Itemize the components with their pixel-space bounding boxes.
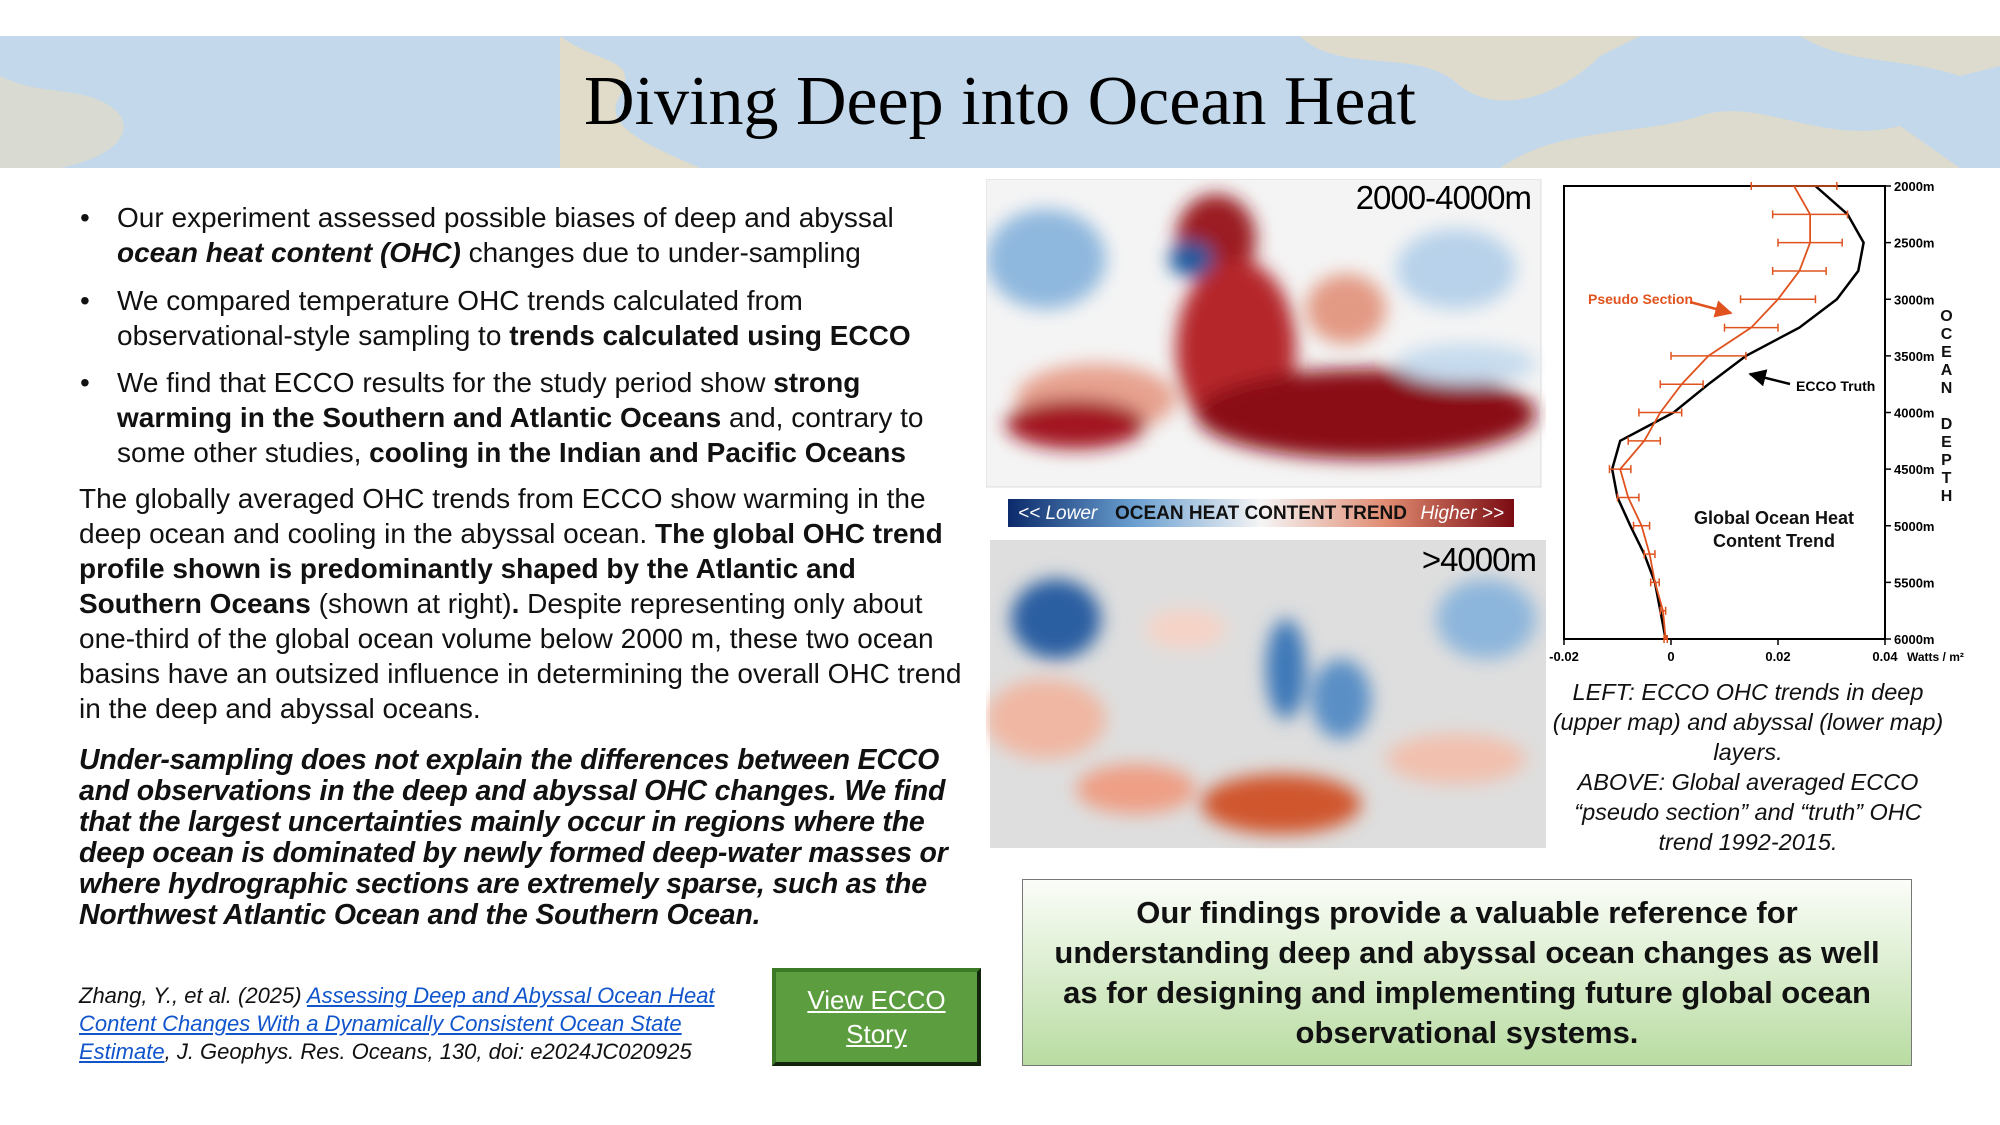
- text-run: strong warming in the Southern and Atlan…: [117, 367, 861, 433]
- error-bar: [1663, 635, 1669, 643]
- maps: 2000-4000m << Lower OCEAN HEAT CONTENT T…: [986, 179, 1546, 848]
- y-tick-label: 2500m: [1894, 236, 1934, 251]
- text-run: The globally averaged OHC trends from EC…: [79, 483, 926, 549]
- error-bar: [1771, 210, 1849, 219]
- error-bar: [1659, 380, 1704, 389]
- text-run: Under-sampling does not explain the diff…: [79, 744, 948, 931]
- upper-map-field: [986, 194, 1536, 459]
- chart: 2000m 2500m 3000m 3500m 4000m 4500m 5000m 5500m…: [1549, 179, 1964, 664]
- y-tick-label: 4000m: [1894, 406, 1934, 421]
- series-label: ECCO Truth: [1796, 378, 1875, 394]
- colorbar-low: << Lower: [1018, 503, 1098, 524]
- annotation-arrow: [1748, 369, 1791, 387]
- lower-map-field: [986, 579, 1536, 834]
- error-bar: [1670, 351, 1747, 360]
- error-bar: [1632, 521, 1651, 530]
- banner: [0, 36, 2000, 168]
- findings-box: Our findings provide a valuable referenc…: [1022, 879, 1912, 1066]
- error-bar: [1608, 465, 1632, 474]
- view-story-button[interactable]: View ECCO Story: [772, 968, 981, 1066]
- error-bar: [1643, 550, 1656, 559]
- bullet: We find that ECCO results for the study …: [80, 365, 980, 470]
- error-bar: [1723, 323, 1779, 332]
- colorbar-high: Higher >>: [1421, 503, 1504, 524]
- x-tick-label: 0.04: [1872, 649, 1898, 664]
- citation: Zhang, Y., et al. (2025) Assessing Deep …: [79, 982, 769, 1066]
- chart-title: Global Ocean Heat Content Trend: [1693, 508, 1855, 551]
- text-run: changes due to under-sampling: [460, 237, 861, 268]
- colorbar: [1008, 499, 1514, 527]
- y-axis-title: OCEAN DEPTH: [1938, 308, 1955, 506]
- x-tick-label: 0: [1667, 649, 1674, 664]
- error-bar: [1616, 493, 1640, 502]
- text-run: ocean heat content (OHC): [117, 237, 461, 268]
- x-tick-label: -0.02: [1549, 649, 1579, 664]
- error-bar: [1777, 238, 1843, 247]
- banner-map: [0, 36, 2000, 168]
- text-run: trends calculated using ECCO: [509, 320, 911, 351]
- text-run: , J. Geophys. Res. Oceans, 130, doi: e20…: [164, 1039, 692, 1064]
- text-run: .: [511, 588, 520, 619]
- error-bar: [1638, 408, 1683, 417]
- x-tick-label: 0.02: [1765, 649, 1790, 664]
- upper-map-label: 2000-4000m: [1356, 179, 1531, 216]
- annotation-arrow: [1689, 300, 1733, 318]
- text-run: and, contrary to some other studies,: [117, 402, 924, 468]
- link[interactable]: Assessing Deep and Abyssal Ocean Heat Co…: [79, 983, 715, 1064]
- text-run: We find that ECCO results for the study …: [117, 367, 774, 398]
- y-tick-label: 2000m: [1894, 179, 1934, 194]
- x-axis-title: Watts / m²: [1907, 650, 1964, 664]
- text-run: We compared temperature OHC trends calcu…: [117, 285, 803, 351]
- series-label: Pseudo Section: [1588, 291, 1693, 307]
- text-run: (shown at right): [310, 588, 512, 619]
- text-run: Our experiment assessed possible biases …: [117, 202, 894, 233]
- caption: LEFT: ECCO OHC trends in deep (upper map…: [1552, 677, 1944, 857]
- y-tick-label: 4500m: [1894, 462, 1934, 477]
- y-tick-label: 3000m: [1894, 292, 1934, 307]
- error-bar: [1649, 578, 1660, 587]
- error-bar: [1659, 606, 1667, 615]
- error-bar: [1771, 266, 1827, 275]
- y-tick-label: 3500m: [1894, 349, 1934, 364]
- title: Diving Deep into Ocean Heat: [584, 63, 1416, 140]
- error-bar: [1627, 436, 1662, 445]
- paragraph: The globally averaged OHC trends from EC…: [79, 481, 979, 726]
- caption-line: LEFT: ECCO OHC trends in deep (upper map…: [1552, 679, 1944, 765]
- plot-frame: [1563, 185, 1886, 640]
- y-tick-label: 6000m: [1894, 632, 1934, 647]
- conclusion-paragraph: Under-sampling does not explain the diff…: [79, 745, 979, 931]
- y-tick-label: 5000m: [1894, 519, 1934, 534]
- error-bar: [1739, 295, 1817, 304]
- bullet: Our experiment assessed possible biases …: [80, 200, 980, 270]
- lower-map-label: >4000m: [1422, 541, 1536, 578]
- y-tick-label: 5500m: [1894, 575, 1934, 590]
- caption-line: ABOVE: Global averaged ECCO “pseudo sect…: [1574, 769, 1922, 855]
- text-run: Despite representing only about one-thir…: [79, 588, 962, 724]
- text-run: Zhang, Y., et al. (2025): [79, 983, 307, 1008]
- colorbar-title: OCEAN HEAT CONTENT TREND: [1115, 503, 1407, 524]
- text-run: cooling in the Indian and Pacific Oceans: [369, 437, 906, 468]
- error-bar: [1750, 182, 1838, 190]
- bullet: We compared temperature OHC trends calcu…: [80, 283, 980, 353]
- text-run: The global OHC trend profile shown is pr…: [79, 518, 943, 619]
